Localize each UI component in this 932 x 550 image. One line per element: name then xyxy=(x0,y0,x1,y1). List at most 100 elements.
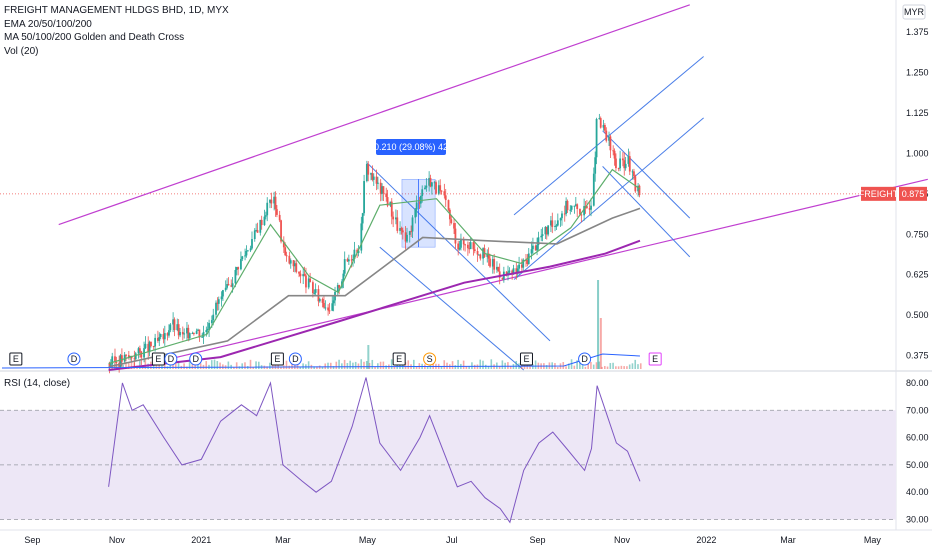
candle-body xyxy=(482,248,484,259)
candle-body xyxy=(347,259,350,262)
volume-bar xyxy=(584,366,587,369)
volume-bar xyxy=(125,361,127,369)
candle-body xyxy=(188,333,191,339)
volume-bar xyxy=(252,366,255,369)
candle-body xyxy=(580,214,583,216)
volume-bar xyxy=(329,362,332,369)
dividend-marker-label: D xyxy=(581,354,588,364)
volume-bar xyxy=(163,364,166,369)
candle-body xyxy=(288,255,291,264)
earnings-marker-label: E xyxy=(652,354,658,364)
candle-body xyxy=(125,354,127,356)
candle-body xyxy=(588,208,591,210)
candle-body xyxy=(197,329,199,331)
candle-body xyxy=(365,164,368,182)
candle-body xyxy=(202,332,205,337)
volume-bar xyxy=(269,362,271,369)
dividend-marker xyxy=(578,352,592,366)
candle-body xyxy=(298,271,300,274)
candle-body xyxy=(464,244,467,246)
volume-bar xyxy=(343,359,346,369)
time-axis-tick: May xyxy=(359,535,377,545)
candle-body xyxy=(372,176,375,180)
volume-bar xyxy=(352,362,354,369)
candle-body xyxy=(530,249,533,254)
candle-body xyxy=(314,289,317,293)
candle-body xyxy=(260,219,263,226)
candle-body xyxy=(505,271,508,276)
candle-body xyxy=(172,319,175,325)
candle-body xyxy=(511,270,514,275)
volume-bar xyxy=(545,365,548,369)
candle-body xyxy=(217,299,220,304)
candle-body xyxy=(273,196,276,204)
volume-bar xyxy=(227,361,230,369)
candle-body xyxy=(108,363,111,366)
volume-bar xyxy=(368,362,371,369)
candle-body xyxy=(266,202,269,216)
candle-body xyxy=(235,267,238,270)
candle-body xyxy=(114,356,116,362)
candle-body xyxy=(534,245,537,251)
volume-bar xyxy=(233,366,235,369)
ma-cross-indicator-label[interactable]: MA 50/100/200 Golden and Death Cross xyxy=(4,32,185,43)
candle-body xyxy=(497,266,500,272)
candle-body xyxy=(246,250,249,252)
time-axis-tick: Nov xyxy=(614,535,631,545)
price-axis-tick: 1.375 xyxy=(906,27,929,37)
candle-body xyxy=(274,196,277,210)
candle-body xyxy=(450,219,453,224)
price-axis-tick: 0.625 xyxy=(906,270,929,280)
candle-body xyxy=(382,186,385,194)
candle-body xyxy=(414,209,417,218)
symbol-title[interactable]: FREIGHT MANAGEMENT HLDGS BHD, 1D, MYX xyxy=(4,5,229,16)
candle-body xyxy=(590,205,592,210)
candle-body xyxy=(439,185,442,191)
volume-bar xyxy=(404,362,407,369)
candle-body xyxy=(285,255,288,257)
candle-body xyxy=(245,250,248,256)
candle-body xyxy=(602,125,605,128)
candle-body xyxy=(208,323,210,329)
candle-body xyxy=(576,204,579,210)
candle-body xyxy=(631,171,634,173)
ema-20-line xyxy=(108,168,641,365)
volume-bar xyxy=(324,363,327,369)
candle-body xyxy=(496,266,498,270)
volume-bar xyxy=(515,360,518,369)
candle-body xyxy=(623,160,626,169)
candle-body xyxy=(269,199,271,203)
candle-body xyxy=(599,118,602,128)
candle-body xyxy=(201,336,204,338)
volume-bar xyxy=(313,366,315,369)
volume-indicator-label[interactable]: Vol (20) xyxy=(4,45,39,57)
earnings-marker-label: E xyxy=(274,354,280,364)
candle-body xyxy=(565,200,568,214)
volume-bar xyxy=(194,363,196,369)
candle-body xyxy=(166,333,169,336)
symbol-tag: FREIGHT xyxy=(859,189,899,199)
volume-bar xyxy=(426,366,429,369)
rsi-indicator-label[interactable]: RSI (14, close) xyxy=(4,378,71,389)
volume-bar xyxy=(321,366,324,369)
candle-body xyxy=(370,173,372,175)
volume-bar xyxy=(443,360,446,369)
candle-body xyxy=(421,189,424,197)
volume-bar xyxy=(393,366,396,369)
candle-body xyxy=(343,259,346,274)
candle-body xyxy=(545,227,548,235)
volume-bar xyxy=(637,364,639,369)
candle-body xyxy=(476,251,479,255)
candle-body xyxy=(486,253,489,257)
candle-body xyxy=(152,346,155,348)
ema-indicator-label[interactable]: EMA 20/50/100/200 xyxy=(4,18,92,30)
candle-body xyxy=(491,259,494,267)
candle-body xyxy=(154,337,157,347)
candle-body xyxy=(263,216,266,226)
short-channel-line xyxy=(602,166,691,258)
candle-body xyxy=(222,290,224,297)
volume-bar xyxy=(363,361,365,369)
volume-bar xyxy=(346,363,349,369)
volume-bar xyxy=(210,360,213,369)
